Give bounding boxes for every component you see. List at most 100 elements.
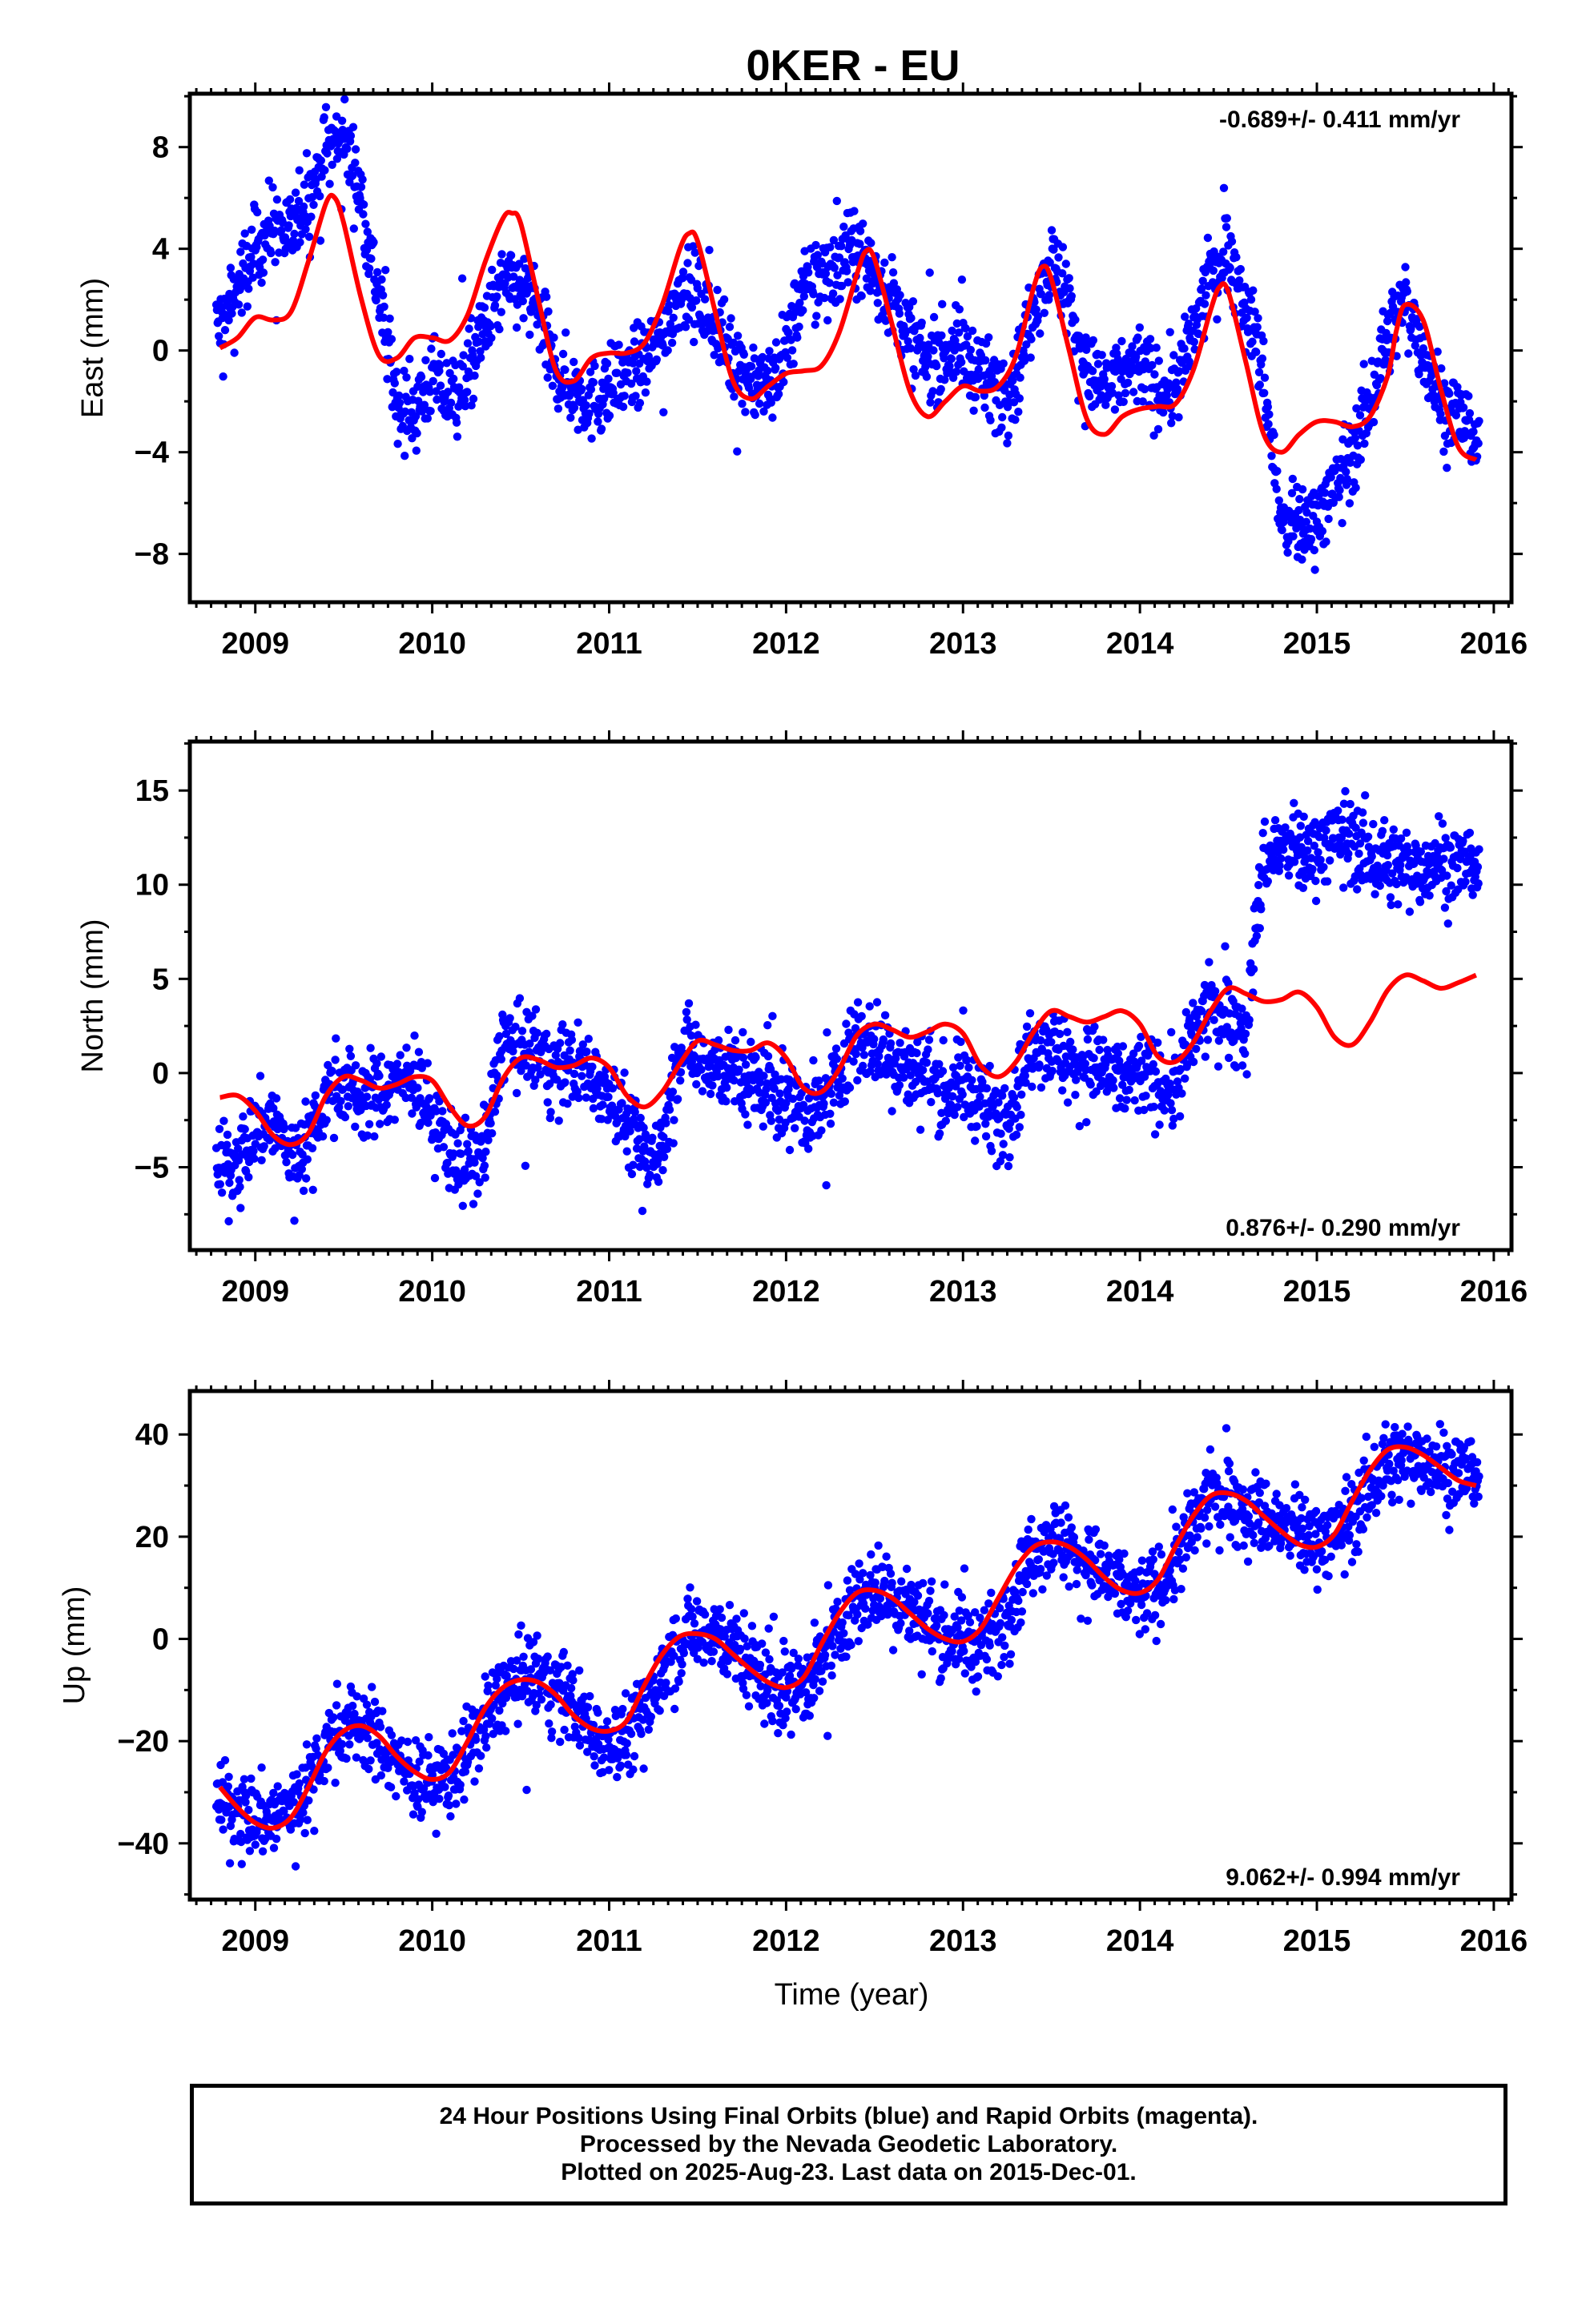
data-point: [986, 416, 995, 424]
data-point: [683, 259, 692, 267]
data-point: [605, 411, 614, 420]
data-point: [1255, 380, 1265, 389]
data-point: [714, 1035, 723, 1045]
data-point: [1310, 841, 1319, 850]
data-point: [1045, 291, 1054, 300]
data-point: [1249, 965, 1258, 974]
data-point: [1192, 1044, 1201, 1054]
data-point: [1119, 397, 1128, 406]
data-point: [1403, 287, 1412, 296]
data-point: [976, 1092, 984, 1101]
data-point: [1354, 849, 1363, 858]
data-point: [1289, 532, 1298, 541]
data-point: [1128, 342, 1137, 351]
data-point: [1180, 344, 1189, 353]
data-point: [626, 1127, 634, 1136]
data-point: [1363, 832, 1373, 842]
data-point: [413, 428, 421, 438]
data-point: [1149, 1102, 1158, 1112]
data-point: [506, 251, 516, 260]
data-point: [999, 359, 1008, 368]
x-tick-label: 2009: [221, 627, 289, 661]
data-point: [1242, 1070, 1251, 1079]
data-point: [1439, 447, 1448, 456]
data-point: [1047, 1038, 1056, 1047]
data-point: [432, 1829, 441, 1838]
data-point: [432, 387, 441, 396]
data-point: [474, 337, 484, 346]
data-point: [505, 1014, 514, 1023]
data-point: [739, 1027, 747, 1037]
data-point: [217, 1188, 227, 1197]
data-point: [561, 365, 570, 374]
data-point: [244, 1172, 253, 1182]
data-point: [501, 1029, 511, 1039]
up-panel: 2009 2010 2011 2012 2013 2014 2015 2016−40−2002…: [58, 1380, 1528, 1958]
data-point: [916, 1125, 925, 1134]
data-point: [1121, 388, 1130, 398]
data-point: [332, 112, 341, 121]
data-point: [381, 266, 390, 275]
data-point: [395, 391, 404, 400]
data-point: [320, 1776, 328, 1786]
data-point: [999, 1140, 1008, 1148]
data-point: [1308, 865, 1317, 874]
data-point: [300, 180, 309, 189]
data-point: [646, 1170, 654, 1180]
data-point: [635, 1162, 645, 1172]
y-tick-label: 4: [152, 233, 169, 267]
y-tick-label: 0: [152, 335, 169, 368]
data-point: [484, 1681, 493, 1690]
data-point: [1258, 829, 1267, 838]
data-point: [289, 1798, 298, 1807]
data-point: [405, 355, 414, 364]
data-point: [219, 372, 227, 381]
data-point: [1181, 312, 1189, 321]
data-point: [1203, 1035, 1213, 1044]
data-point: [1255, 923, 1265, 933]
data-point: [935, 1059, 944, 1069]
data-point: [367, 254, 376, 263]
data-point: [1008, 376, 1017, 385]
data-point: [437, 349, 445, 359]
data-point: [1183, 1059, 1192, 1069]
data-point: [1314, 848, 1322, 857]
data-point: [1465, 408, 1475, 418]
data-point: [269, 1788, 278, 1798]
data-point: [509, 272, 518, 281]
data-point: [922, 1058, 932, 1068]
data-point: [412, 446, 421, 455]
data-point: [384, 328, 392, 336]
data-point: [1249, 286, 1258, 295]
north-panel: 2009 2010 2011 2012 2013 2014 2015 2016−5051015…: [76, 730, 1528, 1309]
data-point: [301, 1097, 310, 1106]
data-point: [1311, 876, 1320, 886]
data-point: [589, 1104, 598, 1113]
data-point: [346, 131, 356, 140]
data-point: [1310, 565, 1319, 574]
data-point: [1416, 847, 1426, 856]
data-point: [940, 1094, 950, 1104]
data-point: [366, 1043, 375, 1052]
data-point: [413, 1084, 422, 1092]
data-point: [635, 399, 645, 408]
data-point: [1380, 815, 1389, 825]
data-point: [853, 1076, 862, 1085]
data-point: [456, 1780, 465, 1789]
data-point: [779, 377, 788, 387]
data-point: [1016, 1110, 1025, 1120]
data-point: [573, 1087, 582, 1096]
data-point: [828, 289, 838, 298]
data-point: [604, 374, 613, 384]
data-point: [1160, 1106, 1169, 1115]
data-point: [1047, 226, 1057, 235]
data-point: [981, 1132, 991, 1141]
data-point: [1214, 1062, 1223, 1071]
data-point: [1272, 485, 1281, 493]
data-point: [971, 1136, 980, 1145]
data-point: [1169, 1114, 1178, 1124]
data-point: [234, 300, 244, 309]
data-point: [771, 364, 780, 372]
data-point: [784, 328, 793, 337]
data-point: [608, 1084, 618, 1093]
